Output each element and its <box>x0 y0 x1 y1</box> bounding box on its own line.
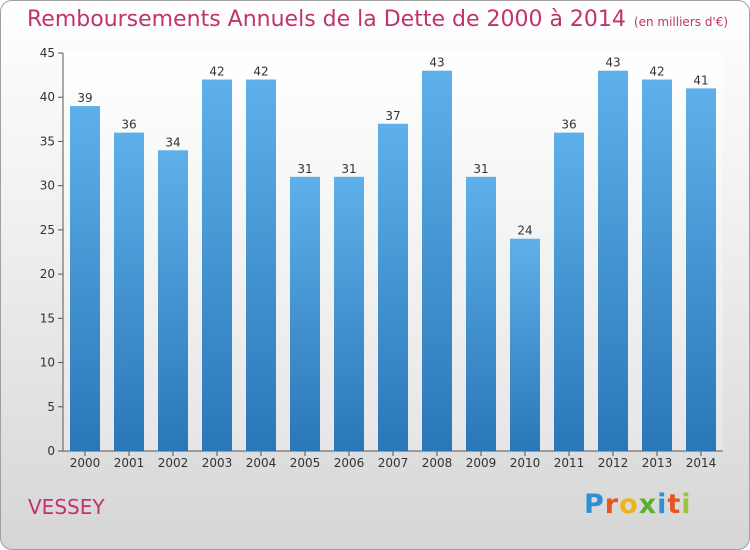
value-label: 34 <box>165 135 180 149</box>
x-tick-label: 2002 <box>158 456 189 470</box>
value-label: 24 <box>517 224 532 238</box>
chart-title: Remboursements Annuels de la Dette de 20… <box>27 7 729 32</box>
bar-2008 <box>422 70 452 451</box>
y-tick-label: 35 <box>40 134 55 148</box>
x-tick-label: 2007 <box>378 456 409 470</box>
logo-letter: i <box>681 489 692 520</box>
value-label: 42 <box>253 65 268 79</box>
bar-2010 <box>510 238 540 451</box>
value-label: 37 <box>385 109 400 123</box>
bar-2001 <box>114 132 144 451</box>
y-tick-label: 45 <box>40 46 55 60</box>
y-tick-label: 5 <box>47 400 55 414</box>
value-label: 42 <box>209 65 224 79</box>
x-tick-label: 2009 <box>466 456 497 470</box>
y-tick-label: 10 <box>40 356 55 370</box>
commune-name: VESSEY <box>28 495 105 519</box>
bar-2007 <box>378 123 408 451</box>
y-tick-label: 20 <box>40 267 55 281</box>
bars <box>70 70 716 452</box>
x-axis: 2000 2001 2002 2003 2004 2005 2006 2007 2008 2009… <box>63 450 723 470</box>
x-tick-label: 2014 <box>686 456 717 470</box>
bar-2002 <box>158 150 188 452</box>
value-label: 31 <box>297 162 312 176</box>
x-tick-label: 2001 <box>114 456 145 470</box>
y-tick-label: 0 <box>47 444 55 458</box>
bar-2013 <box>642 79 672 452</box>
x-tick-label: 2003 <box>202 456 233 470</box>
value-label: 41 <box>693 73 708 87</box>
bar-2012 <box>598 70 628 451</box>
bar-2003 <box>202 79 232 452</box>
value-label: 39 <box>77 91 92 105</box>
proxiti-logo: Proxiti <box>584 489 692 520</box>
y-tick-label: 15 <box>40 311 55 325</box>
value-label: 43 <box>605 56 620 70</box>
value-label: 31 <box>341 162 356 176</box>
x-tick-label: 2010 <box>510 456 541 470</box>
logo-letter: P <box>584 489 605 520</box>
x-tick-label: 2012 <box>598 456 629 470</box>
x-tick-label: 2011 <box>554 456 585 470</box>
logo-letter: i <box>657 489 668 520</box>
x-tick-label: 2004 <box>246 456 277 470</box>
logo-letter: x <box>638 489 658 520</box>
bar-2009 <box>466 176 496 452</box>
logo-letter: r <box>604 489 620 520</box>
value-labels: 39 36 34 42 42 31 31 37 43 31 24 36 43 42 41 <box>77 56 708 238</box>
value-label: 31 <box>473 162 488 176</box>
bar-2000 <box>70 106 100 452</box>
value-label: 42 <box>649 65 664 79</box>
value-label: 36 <box>121 118 136 132</box>
value-label: 36 <box>561 118 576 132</box>
bar-2014 <box>686 88 716 451</box>
bar-2006 <box>334 176 364 452</box>
chart-subtitle: (en milliers d'€) <box>633 15 729 29</box>
logo-letter: t <box>667 489 682 520</box>
y-tick-label: 40 <box>40 90 55 104</box>
bar-2005 <box>290 176 320 452</box>
bar-2011 <box>554 132 584 451</box>
x-tick-label: 2008 <box>422 456 453 470</box>
y-tick-label: 25 <box>40 223 55 237</box>
x-tick-label: 2013 <box>642 456 673 470</box>
bar-2004 <box>246 79 276 452</box>
x-tick-label: 2005 <box>290 456 321 470</box>
y-tick-label: 30 <box>40 179 55 193</box>
logo-letter: o <box>619 489 639 520</box>
x-tick-label: 2000 <box>70 456 101 470</box>
y-axis: 0 5 10 15 20 25 30 35 40 45 <box>40 46 64 458</box>
value-label: 43 <box>429 56 444 70</box>
x-tick-label: 2006 <box>334 456 365 470</box>
